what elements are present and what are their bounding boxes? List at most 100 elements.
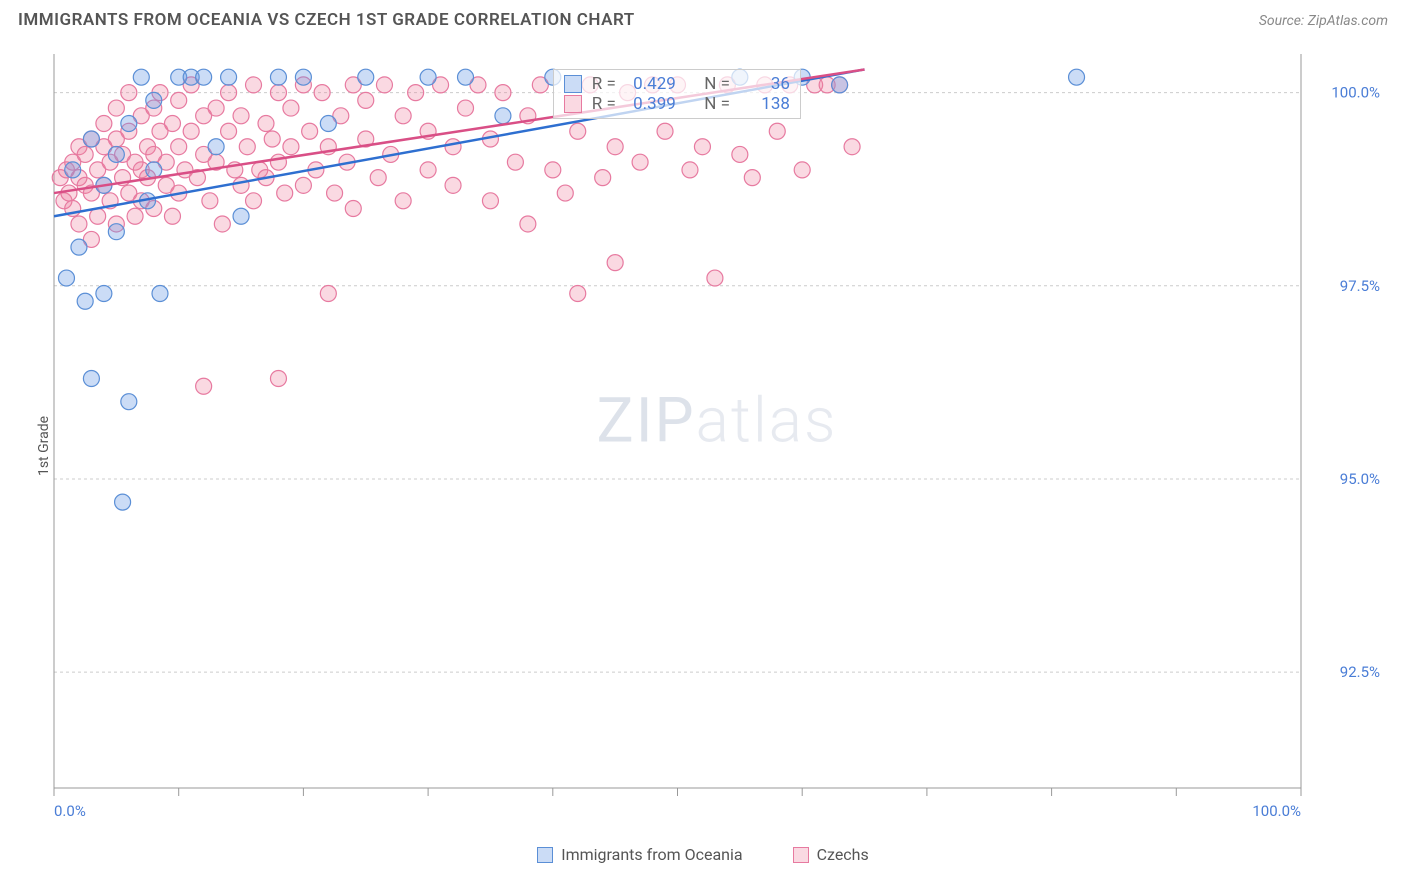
- point-czechs: [71, 216, 87, 232]
- source-attribution: Source: ZipAtlas.com: [1259, 13, 1388, 29]
- point-czechs: [171, 139, 187, 155]
- point-czechs: [408, 85, 424, 101]
- point-oceania: [146, 162, 162, 178]
- stats-r-value-oceania: 0.429: [626, 74, 676, 94]
- point-oceania: [121, 116, 137, 132]
- stats-r-label: R =: [592, 94, 616, 114]
- point-czechs: [270, 154, 286, 170]
- point-czechs: [794, 162, 810, 178]
- point-czechs: [283, 100, 299, 116]
- point-czechs: [61, 185, 77, 201]
- point-czechs: [214, 216, 230, 232]
- legend-item-czechs: Czechs: [793, 845, 869, 864]
- point-oceania: [58, 270, 74, 286]
- point-czechs: [246, 77, 262, 93]
- point-oceania: [108, 224, 124, 240]
- plot-area: 92.5%95.0%97.5%100.0%0.0%100.0% ZIPatlas…: [48, 50, 1386, 822]
- point-czechs: [246, 193, 262, 209]
- svg-text:0.0%: 0.0%: [54, 802, 86, 820]
- point-czechs: [314, 85, 330, 101]
- point-czechs: [270, 85, 286, 101]
- title-bar: IMMIGRANTS FROM OCEANIA VS CZECH 1ST GRA…: [18, 10, 1388, 30]
- point-czechs: [121, 85, 137, 101]
- svg-text:95.0%: 95.0%: [1340, 470, 1380, 488]
- source-label: Source:: [1259, 13, 1304, 29]
- point-czechs: [183, 123, 199, 139]
- point-czechs: [171, 92, 187, 108]
- point-oceania: [152, 286, 168, 302]
- point-oceania: [221, 69, 237, 85]
- svg-text:100.0%: 100.0%: [1331, 84, 1380, 102]
- stats-n-label: N =: [704, 74, 730, 94]
- point-czechs: [545, 162, 561, 178]
- stats-row-oceania: R = 0.429 N = 36: [564, 74, 790, 94]
- point-czechs: [570, 123, 586, 139]
- point-oceania: [96, 286, 112, 302]
- point-czechs: [744, 170, 760, 186]
- stats-n-value-oceania: 36: [740, 74, 790, 94]
- point-oceania: [83, 131, 99, 147]
- point-czechs: [507, 154, 523, 170]
- point-oceania: [1069, 69, 1085, 85]
- chart-title: IMMIGRANTS FROM OCEANIA VS CZECH 1ST GRA…: [18, 10, 635, 30]
- point-czechs: [233, 108, 249, 124]
- stats-n-value-czechs: 138: [740, 94, 790, 114]
- point-czechs: [844, 139, 860, 155]
- point-czechs: [270, 371, 286, 387]
- point-oceania: [196, 69, 212, 85]
- svg-text:97.5%: 97.5%: [1340, 277, 1380, 295]
- point-oceania: [121, 394, 137, 410]
- point-czechs: [233, 177, 249, 193]
- point-czechs: [769, 123, 785, 139]
- legend-label-oceania: Immigrants from Oceania: [561, 845, 742, 864]
- point-czechs: [258, 116, 274, 132]
- scatter-plot: 92.5% 95.0% 97.5% 100.0% 0.0% 100.0%: [48, 50, 1386, 822]
- legend-label-czechs: Czechs: [817, 845, 869, 864]
- point-oceania: [420, 69, 436, 85]
- point-oceania: [320, 116, 336, 132]
- point-czechs: [345, 201, 361, 217]
- point-oceania: [208, 139, 224, 155]
- point-oceania: [133, 69, 149, 85]
- point-czechs: [707, 270, 723, 286]
- point-czechs: [320, 286, 336, 302]
- point-czechs: [164, 208, 180, 224]
- stats-row-czechs: R =0.399 N =138: [564, 94, 790, 114]
- legend: Immigrants from Oceania Czechs: [0, 845, 1406, 864]
- svg-text:92.5%: 92.5%: [1340, 663, 1380, 681]
- point-czechs: [520, 216, 536, 232]
- point-czechs: [77, 146, 93, 162]
- point-czechs: [277, 185, 293, 201]
- point-czechs: [557, 185, 573, 201]
- point-czechs: [327, 185, 343, 201]
- stats-swatch-czechs: [564, 95, 582, 113]
- point-czechs: [420, 162, 436, 178]
- point-czechs: [607, 255, 623, 271]
- point-czechs: [694, 139, 710, 155]
- point-oceania: [77, 293, 93, 309]
- point-czechs: [90, 208, 106, 224]
- point-czechs: [732, 146, 748, 162]
- point-czechs: [108, 100, 124, 116]
- point-czechs: [570, 286, 586, 302]
- point-oceania: [495, 108, 511, 124]
- point-oceania: [270, 69, 286, 85]
- point-oceania: [146, 92, 162, 108]
- svg-text:100.0%: 100.0%: [1252, 802, 1301, 820]
- point-czechs: [495, 85, 511, 101]
- point-czechs: [239, 139, 255, 155]
- point-czechs: [202, 193, 218, 209]
- point-czechs: [208, 100, 224, 116]
- point-oceania: [83, 371, 99, 387]
- point-czechs: [127, 208, 143, 224]
- point-oceania: [71, 239, 87, 255]
- legend-swatch-czechs: [793, 847, 809, 863]
- point-oceania: [458, 69, 474, 85]
- point-czechs: [445, 177, 461, 193]
- point-czechs: [482, 193, 498, 209]
- stats-r-label: R =: [592, 74, 616, 94]
- legend-item-oceania: Immigrants from Oceania: [537, 845, 742, 864]
- point-czechs: [607, 139, 623, 155]
- point-czechs: [370, 170, 386, 186]
- point-czechs: [682, 162, 698, 178]
